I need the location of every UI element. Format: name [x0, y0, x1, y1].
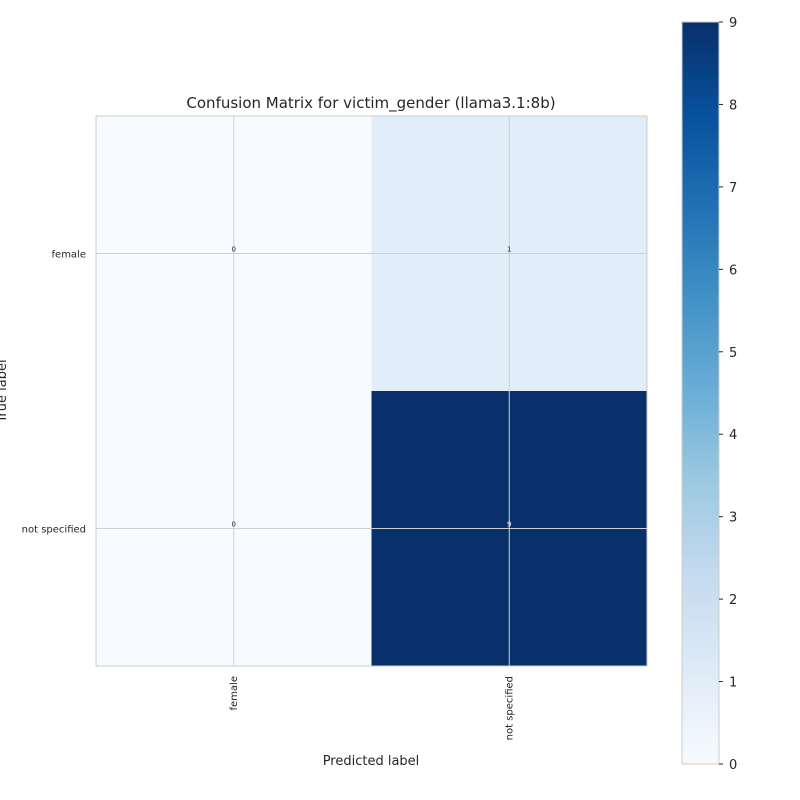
colorbar-ticks: 0 1 2 3 4 5 6 7 8 9 — [719, 16, 737, 773]
colorbar-tick-label: 5 — [729, 346, 737, 361]
cell-value-label: 0 — [232, 246, 236, 254]
x-tick-label: female — [229, 676, 240, 710]
y-axis-label: True label — [0, 359, 10, 423]
colorbar-tick-label: 4 — [729, 428, 737, 443]
chart-title: Confusion Matrix for victim_gender (llam… — [186, 94, 555, 113]
colorbar-tick-label: 2 — [729, 593, 737, 608]
cell-value-label: 0 — [232, 521, 236, 529]
matrix-cells — [96, 116, 647, 666]
colorbar-tick-label: 1 — [729, 676, 737, 691]
plot-frame — [95, 115, 648, 667]
x-tick-label: not specified — [504, 676, 515, 740]
x-axis-ticks: female not specified — [229, 676, 516, 740]
colorbar-tick-label: 3 — [729, 511, 737, 526]
colorbar-tick-label: 8 — [729, 98, 737, 113]
cell-value-label: 9 — [507, 521, 511, 529]
colorbar-tick-label: 7 — [729, 181, 737, 196]
y-axis-ticks: female not specified — [22, 250, 86, 536]
colorbar — [681, 21, 720, 765]
cell-value-labels: 0 1 0 9 — [232, 246, 512, 529]
cell-value-label: 1 — [507, 246, 511, 254]
grid-lines — [96, 116, 647, 666]
y-tick-label: not specified — [22, 525, 86, 536]
colorbar-tick-label: 6 — [729, 263, 737, 278]
y-tick-label: female — [52, 250, 86, 261]
x-axis-label: Predicted label — [323, 754, 420, 769]
colorbar-tick-label: 0 — [729, 758, 737, 773]
colorbar-tick-label: 9 — [729, 16, 737, 31]
